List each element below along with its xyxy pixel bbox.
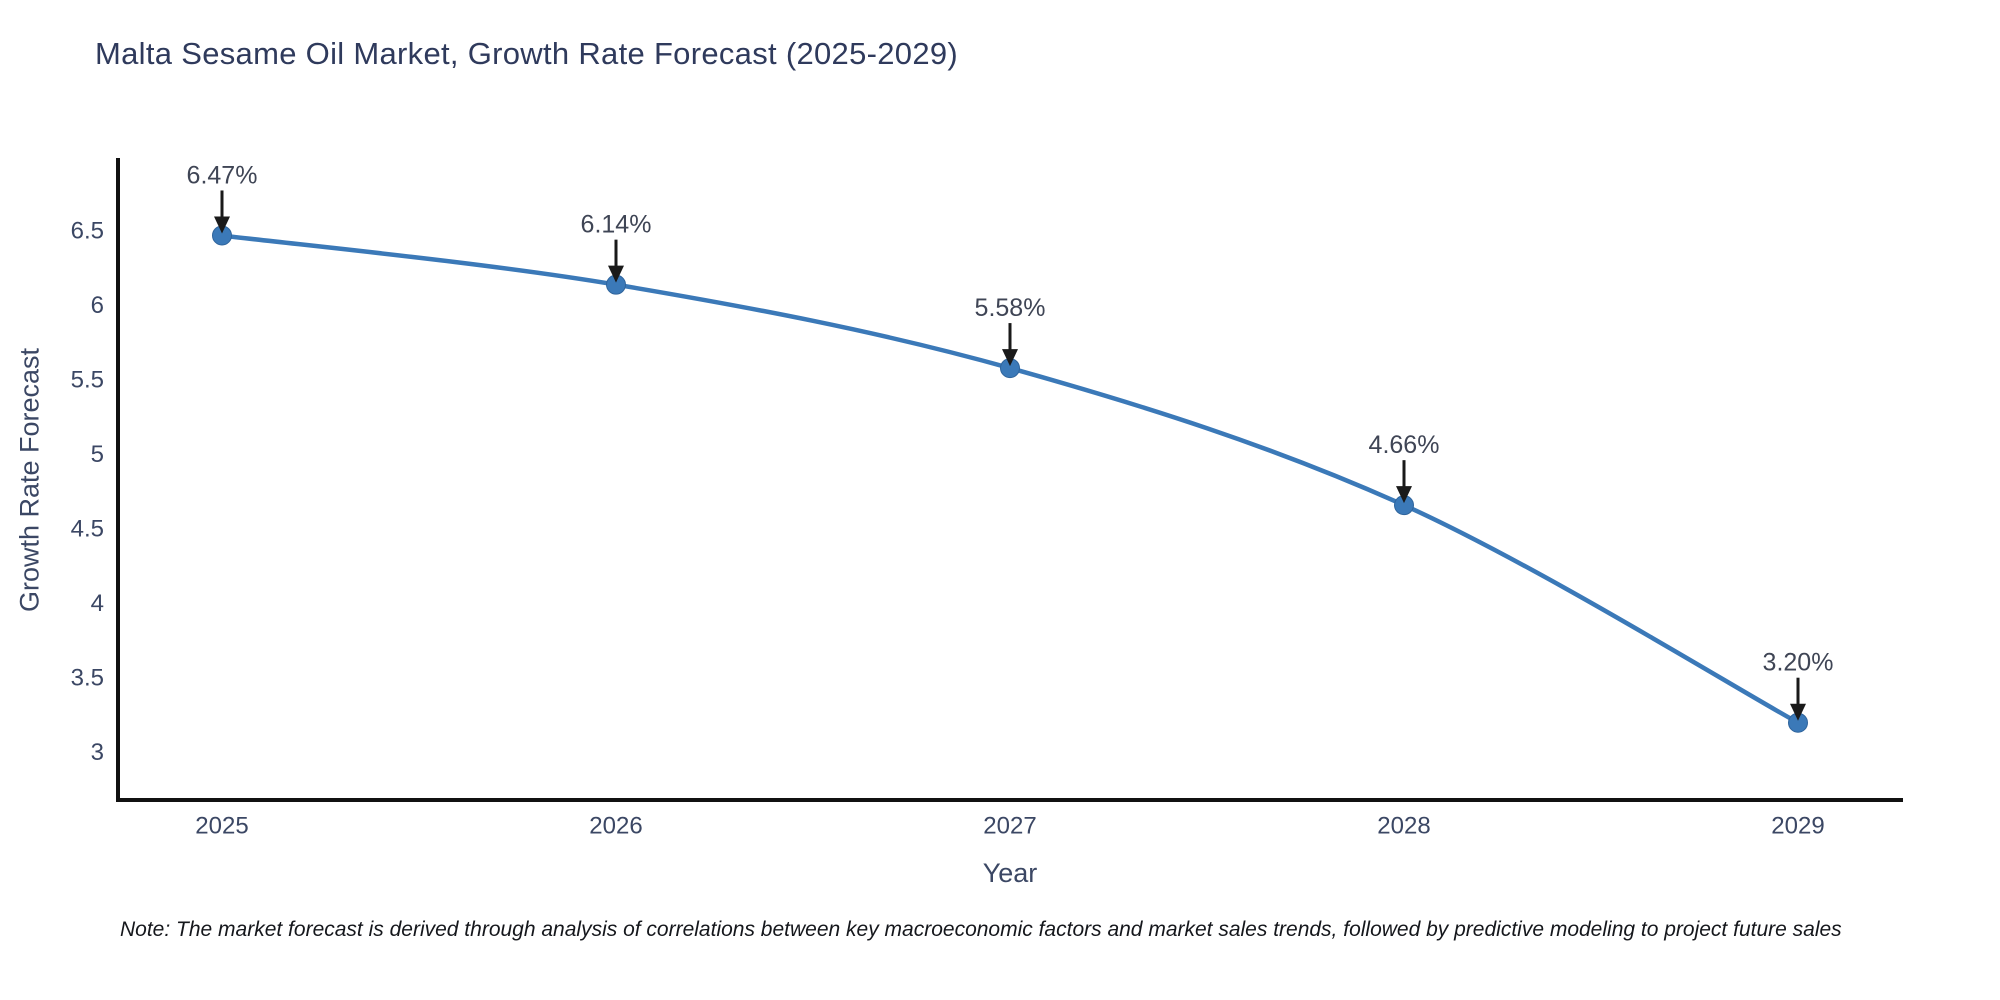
y-tick-label: 4 xyxy=(91,590,104,617)
data-point-label: 5.58% xyxy=(975,294,1046,322)
y-tick-label: 5 xyxy=(91,441,104,468)
annotation-arrowhead xyxy=(1396,486,1412,504)
x-tick-label: 2027 xyxy=(983,813,1036,840)
y-tick-label: 3 xyxy=(91,739,104,766)
x-axis-title: Year xyxy=(982,858,1038,888)
x-tick-label: 2026 xyxy=(589,813,642,840)
annotation-arrowhead xyxy=(214,216,230,234)
footnote: Note: The market forecast is derived thr… xyxy=(120,918,1842,941)
data-point-label: 4.66% xyxy=(1369,431,1440,459)
annotation-arrowhead xyxy=(1002,349,1018,367)
data-point-label: 6.47% xyxy=(187,161,258,189)
data-point-label: 6.14% xyxy=(581,211,652,239)
x-tick-label: 2025 xyxy=(195,813,248,840)
y-tick-label: 5.5 xyxy=(71,367,104,394)
y-tick-label: 6.5 xyxy=(71,218,104,245)
annotation-arrowhead xyxy=(1790,703,1806,721)
data-point-label: 3.20% xyxy=(1763,649,1834,677)
y-tick-label: 6 xyxy=(91,292,104,319)
x-tick-label: 2029 xyxy=(1771,813,1824,840)
y-tick-label: 3.5 xyxy=(71,665,104,692)
x-tick-label: 2028 xyxy=(1377,813,1430,840)
y-tick-label: 4.5 xyxy=(71,516,104,543)
chart-title: Malta Sesame Oil Market, Growth Rate For… xyxy=(95,36,959,71)
y-axis-title: Growth Rate Forecast xyxy=(14,347,45,613)
annotation-arrowhead xyxy=(608,265,624,283)
